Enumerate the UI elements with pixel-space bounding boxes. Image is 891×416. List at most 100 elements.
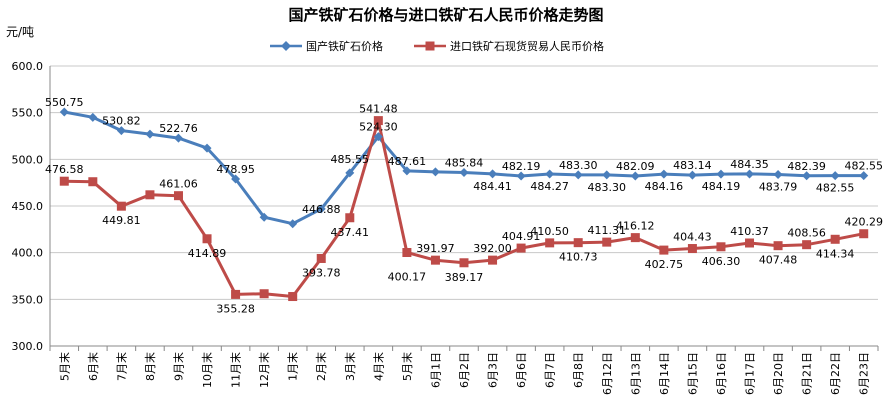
import-price-point: [288, 292, 298, 302]
domestic-price-point: [630, 171, 640, 181]
domestic-data-label: 487.61: [388, 155, 427, 168]
x-tick-label: 3月末: [343, 352, 357, 381]
import-price-point: [602, 237, 612, 247]
x-tick-label: 1月末: [286, 352, 300, 381]
domestic-data-label: 483.14: [673, 159, 712, 172]
import-data-label: 410.37: [730, 225, 769, 238]
x-axis-tick-labels: 5月末 6月末 7月末 8月末 9月末 10月末 11月末 12月末 1月末 2月末 3月末 4月末 5…: [57, 352, 870, 395]
x-tick-label: 6月14日: [658, 352, 671, 395]
import-price-point: [345, 213, 355, 223]
import-data-label: 541.48: [359, 103, 398, 116]
import-data-label: 406.30: [702, 255, 741, 268]
x-tick-label: 7月末: [114, 352, 128, 381]
import-data-label: 414.89: [188, 247, 227, 260]
import-data-label: 420.29: [844, 216, 883, 229]
x-tick-label: 12月末: [257, 352, 271, 388]
import-data-label: 355.28: [216, 302, 255, 315]
domestic-price-point: [345, 168, 355, 178]
domestic-data-label: 530.82: [102, 115, 141, 128]
x-tick-label: 9月末: [171, 352, 185, 381]
domestic-data-label: 522.76: [159, 122, 198, 135]
series-markers: [59, 107, 869, 302]
x-tick-label: 6月20日: [772, 352, 785, 395]
legend-square-marker: [425, 41, 435, 51]
domestic-price-point: [687, 170, 697, 180]
import-price-point: [459, 258, 469, 268]
import-price-point: [745, 238, 755, 248]
import-price-point: [259, 289, 269, 299]
domestic-data-label: 524.30: [359, 121, 398, 134]
import-data-label: 400.17: [388, 271, 427, 284]
import-data-label: 404.43: [673, 231, 712, 244]
domestic-price-point: [716, 169, 726, 179]
import-price-point: [687, 244, 697, 254]
domestic-data-label: 482.55: [816, 182, 855, 195]
import-data-label: 449.81: [102, 214, 141, 227]
legend-import-label: 进口铁矿石现货贸易人民币价格: [450, 39, 604, 53]
series-lines: [64, 110, 864, 298]
x-tick-label: 2月末: [314, 352, 328, 381]
x-tick-label: 6月末: [86, 352, 100, 381]
domestic-price-point: [802, 171, 812, 181]
import-price-point: [716, 242, 726, 252]
import-data-label: 389.17: [445, 271, 484, 284]
legend: 国产铁矿石价格 进口铁矿石现货贸易人民币价格: [270, 39, 604, 53]
x-tick-label: 5月末: [57, 352, 71, 381]
import-price-point: [573, 238, 583, 248]
domestic-price-point: [659, 169, 669, 179]
domestic-price-point: [288, 219, 298, 229]
x-tick-label: 10月末: [200, 352, 214, 388]
domestic-price-point: [202, 143, 212, 153]
domestic-data-label: 550.75: [45, 96, 84, 109]
import-price-point: [430, 255, 440, 265]
import-price-point: [545, 238, 555, 248]
x-tick-label: 5月末: [400, 352, 414, 381]
x-tick-label: 6月1日: [429, 352, 442, 388]
import-price-point: [859, 229, 869, 239]
x-tick-label: 6月3日: [487, 352, 500, 388]
domestic-price-point: [145, 129, 155, 139]
import-data-label: 416.12: [616, 220, 655, 233]
x-tick-label: 6月2日: [458, 352, 471, 388]
legend-domestic-label: 国产铁矿石价格: [306, 39, 383, 53]
domestic-price-point: [88, 112, 98, 122]
domestic-price-point: [488, 169, 498, 179]
domestic-price-point: [830, 171, 840, 181]
y-tick-label: 550.0: [12, 107, 44, 120]
import-price-point: [773, 241, 783, 251]
y-tick-label: 450.0: [12, 200, 44, 213]
y-tick-label: 350.0: [12, 293, 44, 306]
import-price-point: [59, 176, 69, 186]
gridlines: [50, 65, 878, 347]
x-tick-label: 6月22日: [829, 352, 842, 395]
x-tick-label: 6月13日: [629, 352, 642, 395]
axes: [49, 66, 879, 351]
domestic-data-label: 446.88: [302, 203, 341, 216]
y-tick-label: 400.0: [12, 247, 44, 260]
import-price-point: [116, 201, 126, 211]
x-tick-label: 6月23日: [858, 352, 871, 395]
x-tick-label: 6月15日: [686, 352, 699, 395]
domestic-data-label: 482.55: [844, 160, 883, 173]
domestic-price-point: [859, 171, 869, 181]
domestic-price-point: [459, 168, 469, 178]
domestic-data-label: 485.84: [445, 157, 484, 170]
import-data-label: 408.56: [787, 227, 826, 240]
import-data-label: 391.97: [416, 242, 455, 255]
domestic-data-label: 485.55: [331, 153, 370, 166]
y-tick-label: 300.0: [12, 340, 44, 353]
domestic-price-point: [773, 169, 783, 179]
import-price-point: [145, 190, 155, 200]
domestic-data-label: 482.09: [616, 160, 655, 173]
domestic-data-label: 484.19: [702, 180, 741, 193]
x-tick-label: 6月7日: [544, 352, 557, 388]
import-data-label: 411.31: [588, 224, 627, 237]
y-axis-tick-labels: 300.0 350.0 400.0 450.0 500.0 550.0 600.0: [12, 60, 44, 353]
import-price-point: [630, 233, 640, 243]
import-data-label: 407.48: [759, 254, 798, 267]
domestic-data-label: 482.19: [502, 160, 541, 173]
x-tick-label: 6月17日: [744, 352, 757, 395]
import-data-label: 476.58: [45, 163, 84, 176]
domestic-price-point: [173, 133, 183, 143]
